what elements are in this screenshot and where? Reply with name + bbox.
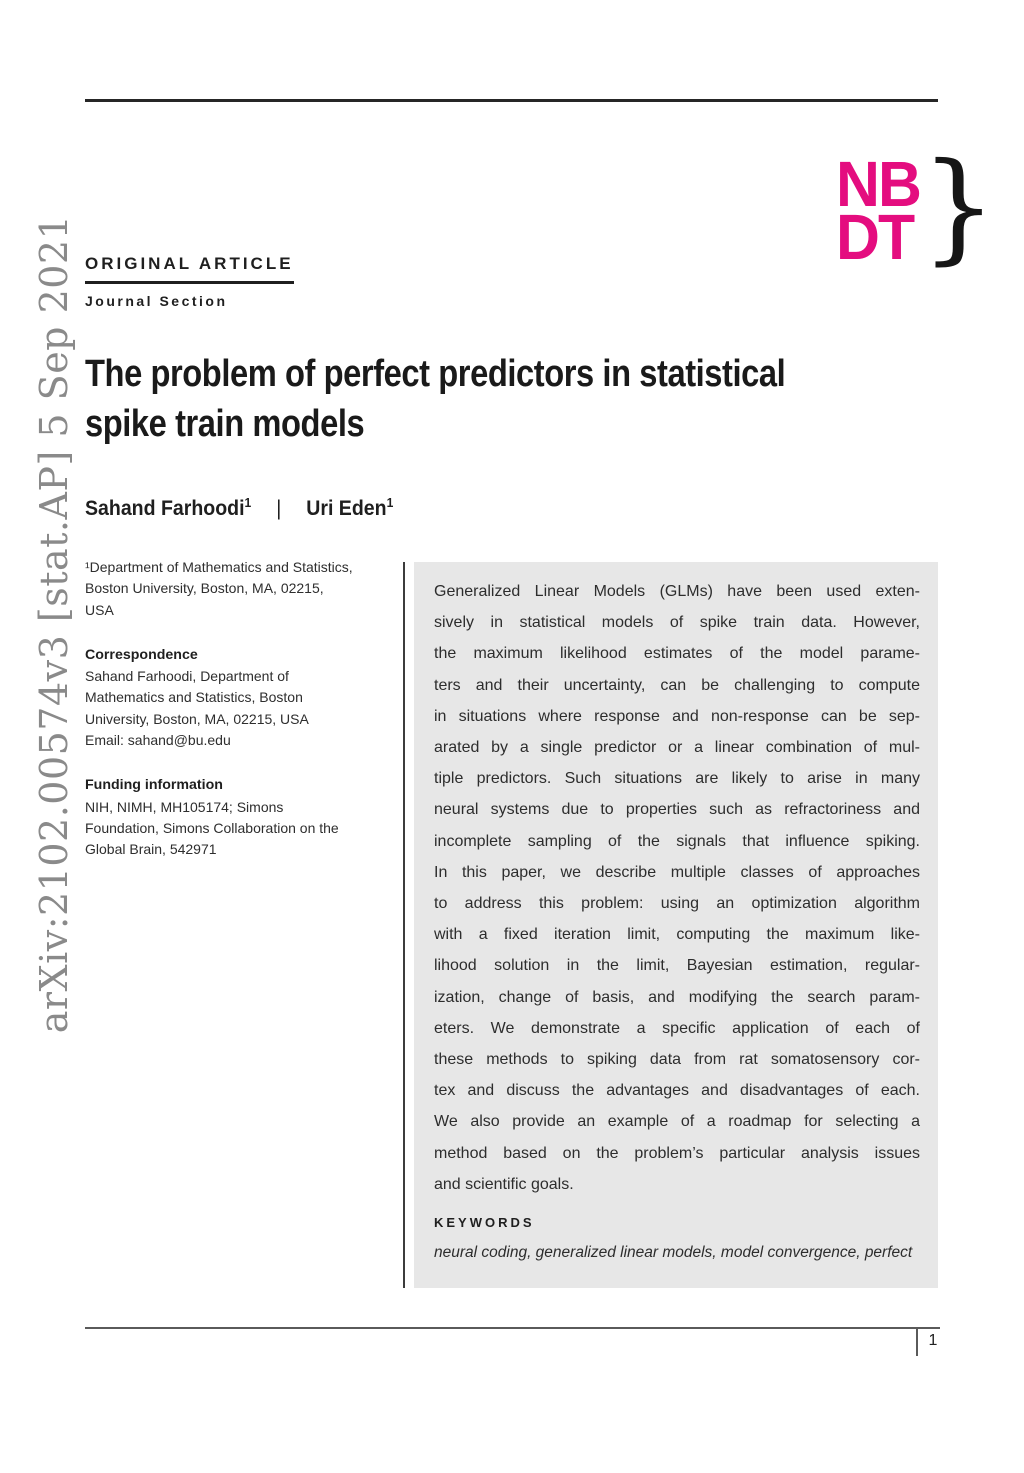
article-type-label: ORIGINAL ARTICLE — [85, 254, 294, 284]
affiliation-line: Boston University, Boston, MA, 02215, — [85, 580, 324, 597]
author-1-name: Sahand Farhoodi — [85, 497, 245, 520]
abstract-line: to address this problem: using an optimi… — [434, 895, 920, 913]
abstract-line: the maximum likelihood estimates of the … — [434, 645, 920, 663]
correspondence-block: Sahand Farhoodi, Department of Mathematic… — [85, 666, 393, 751]
abstract-line: in situations where response and non-res… — [434, 707, 920, 725]
paper-title: The problem of perfect predictors in sta… — [85, 349, 899, 449]
abstract-line: incomplete sampling of the signals that … — [434, 832, 920, 850]
abstract-line: tex and discuss the advantages and disad… — [434, 1082, 920, 1100]
correspondence-heading: Correspondence — [85, 646, 198, 663]
abstract-line: In this paper, we describe multiple clas… — [434, 863, 920, 881]
journal-section-label: Journal Section — [85, 293, 228, 309]
abstract-line: method based on the problem’s particular… — [434, 1144, 920, 1162]
abstract-line: ters and their uncertainty, can be chall… — [434, 676, 920, 694]
correspondence-line: Mathematics and Statistics, Boston — [85, 689, 303, 706]
footer-tick — [916, 1327, 918, 1356]
abstract-line: and scientific goals. — [434, 1175, 574, 1193]
authors-line: Sahand Farhoodi1 | Uri Eden1 — [85, 495, 394, 521]
correspondence-line: Email: sahand@bu.edu — [85, 732, 231, 749]
arxiv-watermark: arXiv:2102.00574v3 [stat.AP] 5 Sep 2021 — [32, 214, 76, 1034]
funding-heading: Funding information — [85, 777, 223, 794]
abstract-line: We also provide an example of a roadmap … — [434, 1113, 920, 1131]
abstract-box: Generalized Linear Models (GLMs) have be… — [414, 562, 938, 1288]
logo-brace-icon: } — [920, 138, 997, 277]
correspondence-line: Sahand Farhoodi, Department of — [85, 668, 289, 685]
abstract-line: arated by a single predictor or a linear… — [434, 739, 920, 757]
author-1: Sahand Farhoodi1 — [85, 495, 252, 520]
correspondence-line: University, Boston, MA, 02215, USA — [85, 710, 309, 727]
left-column: ¹Department of Mathematics and Statistic… — [85, 557, 393, 861]
author-2: Uri Eden1 — [306, 495, 394, 520]
logo-line-nb: NB — [836, 148, 922, 220]
paper-title-line-1: The problem of perfect predictors in sta… — [85, 353, 786, 395]
affiliation-block: ¹Department of Mathematics and Statistic… — [85, 557, 393, 621]
funding-block: NIH, NIMH, MH105174; Simons Foundation, S… — [85, 797, 393, 861]
abstract-line: tiple predictors. Such situations are li… — [434, 770, 920, 788]
top-rule — [85, 99, 938, 102]
funding-line: NIH, NIMH, MH105174; Simons — [85, 798, 284, 815]
affiliation-line: ¹Department of Mathematics and Statistic… — [85, 559, 353, 575]
keywords-text: neural coding, generalized linear models… — [434, 1244, 913, 1262]
abstract-text: Generalized Linear Models (GLMs) have be… — [434, 576, 920, 1200]
abstract-line: Generalized Linear Models (GLMs) have be… — [434, 583, 920, 600]
author-2-name: Uri Eden — [306, 497, 387, 520]
funding-line: Foundation, Simons Collaboration on the — [85, 819, 339, 836]
author-2-affiliation-sup: 1 — [386, 495, 394, 510]
abstract-line: neural systems due to properties such as… — [434, 801, 920, 819]
logo-line-dt: DT — [836, 201, 915, 273]
abstract-line: lihood solution in the limit, Bayesian e… — [434, 957, 920, 975]
nbdt-logo: NB DT } — [836, 148, 997, 274]
abstract-line: ization, change of basis, and modifying … — [434, 988, 920, 1006]
author-1-affiliation-sup: 1 — [244, 495, 252, 510]
abstract-line: with a fixed iteration limit, computing … — [434, 926, 920, 944]
abstract-line: these methods to spiking data from rat s… — [434, 1051, 920, 1069]
page-number: 1 — [928, 1332, 938, 1349]
nbdt-logo-letters: NB DT — [836, 148, 922, 273]
authors-separator: | — [276, 497, 282, 520]
footer-rule — [85, 1327, 940, 1329]
affiliation-line: USA — [85, 601, 114, 618]
paper-title-line-2: spike train models — [85, 403, 365, 445]
keywords-heading: KEYWORDS — [434, 1215, 535, 1231]
funding-line: Global Brain, 542971 — [85, 841, 217, 858]
abstract-line: sively in statistical models of spike tr… — [434, 614, 920, 632]
abstract-line: eters. We demonstrate a specific applica… — [434, 1019, 920, 1037]
abstract-left-rule — [403, 562, 405, 1288]
